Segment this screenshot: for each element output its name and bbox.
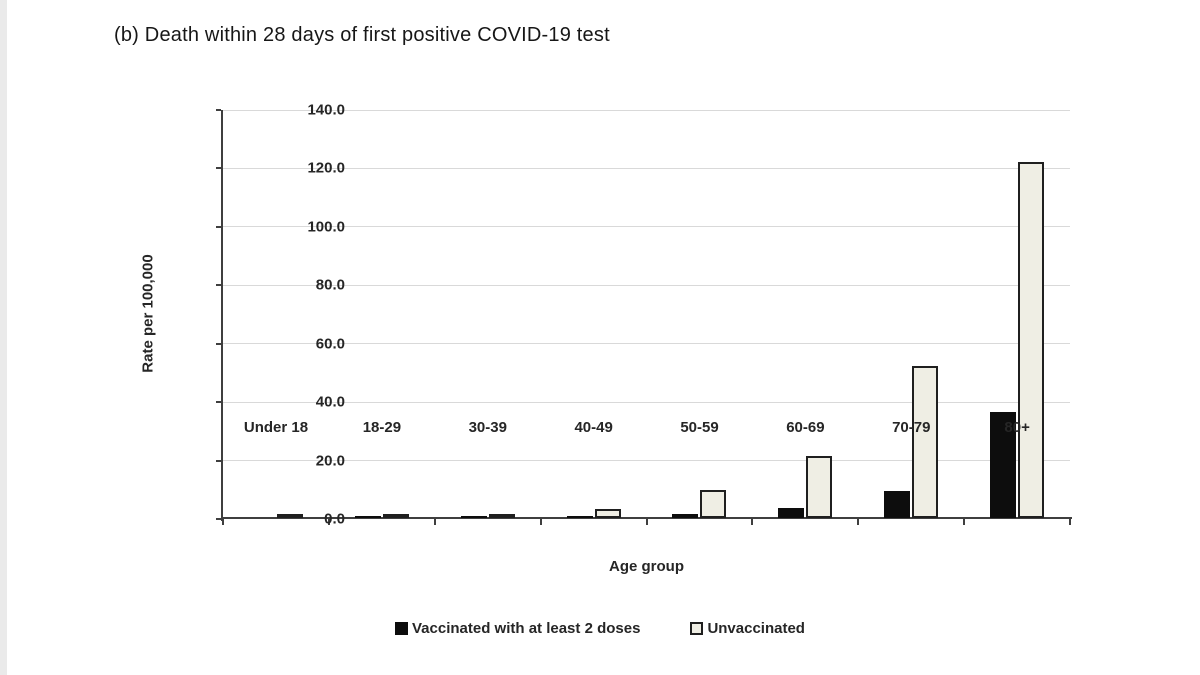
bar-unvaccinated-80plus — [1018, 162, 1045, 518]
y-tick-mark-20 — [216, 459, 221, 462]
legend-swatch-vaccinated-icon — [395, 622, 408, 635]
y-tick-label-120: 120.0 — [307, 159, 345, 177]
bar-unvaccinated-40-49 — [594, 509, 621, 518]
bar-vaccinated-80plus — [990, 412, 1017, 518]
y-tick-mark-140 — [216, 109, 221, 111]
y-tick-mark-40 — [216, 401, 221, 404]
y-tick-label-60: 60.0 — [315, 335, 345, 353]
x-tick-mark-2 — [433, 519, 436, 525]
y-axis-line — [221, 110, 223, 521]
x-tick-label-80plus: 80+ — [1004, 419, 1030, 436]
x-tick-label-40-49: 40-49 — [574, 419, 613, 436]
x-tick-label-70-79: 70-79 — [892, 419, 931, 436]
gridline-20 — [223, 460, 1070, 462]
page-edge-strip — [0, 0, 7, 675]
x-tick-mark-7 — [963, 519, 966, 525]
x-tick-label-18-29: 18-29 — [362, 419, 402, 436]
y-tick-label-100: 100.0 — [307, 218, 345, 236]
y-tick-label-80: 80.0 — [315, 276, 345, 294]
x-tick-mark-1 — [327, 519, 330, 525]
bar-vaccinated-30-39 — [460, 516, 487, 518]
y-tick-mark-120 — [216, 167, 221, 170]
bar-unvaccinated-60-69 — [806, 456, 833, 518]
gridline-100 — [223, 226, 1070, 228]
bar-unvaccinated-under-18 — [276, 514, 303, 518]
y-tick-label-140: 140.0 — [307, 101, 345, 119]
y-tick-mark-60 — [216, 342, 221, 345]
bar-vaccinated-70-79 — [884, 490, 911, 518]
x-tick-mark-6 — [857, 519, 860, 525]
bar-unvaccinated-50-59 — [700, 489, 727, 518]
chart-title: (b) Death within 28 days of first positi… — [114, 24, 610, 46]
bar-vaccinated-60-69 — [778, 507, 805, 518]
y-tick-label-0: 0.0 — [324, 510, 345, 528]
x-tick-mark-3 — [539, 519, 542, 525]
x-tick-mark-0 — [222, 519, 224, 525]
x-tick-label-60-69: 60-69 — [786, 419, 825, 436]
plot-area — [216, 109, 1072, 525]
chart-legend: Vaccinated with at least 2 doses Unvacci… — [0, 620, 1200, 637]
y-tick-label-20: 20.0 — [315, 452, 345, 470]
x-tick-mark-4 — [645, 519, 648, 525]
bar-unvaccinated-70-79 — [912, 365, 939, 518]
x-axis-title: Age group — [609, 558, 684, 575]
bar-vaccinated-40-49 — [566, 516, 593, 518]
x-tick-mark-5 — [751, 519, 754, 525]
gridline-120 — [223, 167, 1070, 169]
y-axis-title: Rate per 100,000 — [139, 254, 157, 373]
x-tick-label-under-18: Under 18 — [243, 419, 309, 436]
legend-swatch-unvaccinated-icon — [690, 622, 704, 635]
bar-unvaccinated-18-29 — [382, 514, 409, 518]
legend-item-unvaccinated: Unvaccinated — [690, 620, 805, 637]
x-tick-label-30-39: 30-39 — [468, 419, 507, 436]
x-tick-label-50-59: 50-59 — [680, 419, 719, 436]
x-axis-line — [221, 517, 1072, 519]
y-tick-mark-0 — [216, 518, 221, 520]
gridline-40 — [223, 401, 1070, 403]
y-tick-label-40: 40.0 — [315, 393, 345, 411]
gridline-80 — [223, 284, 1070, 286]
bar-vaccinated-18-29 — [354, 516, 381, 518]
legend-label-vaccinated: Vaccinated with at least 2 doses — [412, 620, 641, 637]
gridline-140 — [223, 109, 1070, 111]
legend-item-vaccinated: Vaccinated with at least 2 doses — [395, 620, 640, 637]
gridline-60 — [223, 343, 1070, 345]
bar-vaccinated-50-59 — [672, 514, 699, 518]
y-tick-mark-80 — [216, 284, 221, 287]
y-tick-mark-100 — [216, 225, 221, 228]
legend-label-unvaccinated: Unvaccinated — [707, 620, 805, 637]
x-tick-mark-8 — [1069, 519, 1071, 525]
bar-unvaccinated-30-39 — [488, 514, 515, 518]
